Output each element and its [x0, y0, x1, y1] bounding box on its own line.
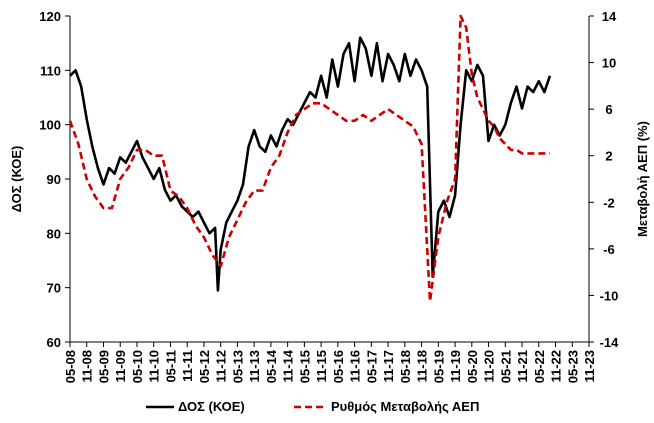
y-right-tick-label: -2 — [603, 195, 615, 210]
x-tick-label: 05-12 — [197, 350, 212, 383]
x-tick-label: 05-23 — [565, 350, 580, 383]
y-left-tick-label: 100 — [39, 118, 61, 133]
x-tick-label: 11-18 — [415, 350, 430, 383]
y-left-tick-label: 90 — [47, 172, 61, 187]
y-right-tick-label: 2 — [605, 149, 612, 164]
x-tick-label: 11-13 — [247, 350, 262, 383]
y-right-tick-label: 14 — [602, 9, 617, 24]
y-axis-right-title: Μεταβολή ΑΕΠ (%) — [635, 121, 650, 237]
y-right-tick-label: 6 — [605, 102, 612, 117]
y-right-tick-label: -10 — [600, 288, 619, 303]
x-tick-label: 11-21 — [515, 350, 530, 383]
x-tick-label: 11-23 — [582, 350, 597, 383]
x-tick-label: 05-08 — [63, 350, 78, 383]
y-right-tick-label: 10 — [602, 56, 616, 71]
y-right-tick-label: -14 — [600, 335, 620, 350]
y-left-tick-label: 110 — [40, 63, 61, 78]
series-line-0 — [69, 36, 552, 292]
x-tick-label: 05-13 — [230, 350, 245, 383]
x-tick-label: 11-14 — [281, 349, 296, 382]
x-tick-label: 11-09 — [113, 350, 128, 383]
y-left-tick-label: 80 — [47, 226, 61, 241]
x-tick-label: 11-12 — [214, 350, 229, 383]
legend-label-dos: ΔΟΣ (ΚΟΕ) — [178, 399, 245, 414]
legend-label-gdp: Ρυθμός Μεταβολής ΑΕΠ — [331, 399, 479, 414]
chart-legend: ΔΟΣ (ΚΟΕ) Ρυθμός Μεταβολής ΑΕΠ — [146, 399, 479, 414]
x-tick-label: 11-11 — [180, 350, 195, 382]
x-tick-label: 05-19 — [431, 350, 446, 383]
x-tick-label: 05-22 — [532, 350, 547, 383]
x-tick-label: 11-08 — [80, 350, 95, 383]
chart-series — [68, 14, 552, 303]
x-tick-label: 11-10 — [147, 350, 162, 383]
x-tick-label: 11-16 — [348, 350, 363, 383]
y-left-tick-label: 120 — [39, 9, 61, 24]
x-tick-label: 05-16 — [331, 350, 346, 383]
x-tick-label: 05-14 — [264, 349, 279, 383]
series-line-1 — [68, 14, 550, 303]
x-tick-label: 05-11 — [163, 350, 178, 383]
x-tick-label: 05-17 — [364, 350, 379, 383]
y-right-tick-label: -6 — [603, 242, 615, 257]
x-tick-label: 05-21 — [498, 350, 513, 383]
x-tick-label: 05-20 — [465, 350, 480, 383]
x-tick-label: 11-17 — [381, 350, 396, 383]
x-tick-label: 05-15 — [297, 350, 312, 383]
x-tick-label: 11-22 — [549, 350, 564, 383]
x-tick-label: 11-20 — [482, 350, 497, 383]
y-axis-left-title: ΔΟΣ (ΚΟΕ) — [9, 146, 24, 213]
x-tick-label: 05-09 — [96, 350, 111, 383]
x-tick-label: 11-15 — [314, 350, 329, 383]
x-tick-label: 11-19 — [448, 350, 463, 383]
x-tick-label: 05-18 — [398, 350, 413, 383]
y-left-tick-label: 70 — [47, 281, 61, 296]
x-tick-label: 05-10 — [130, 350, 145, 383]
y-left-tick-label: 60 — [47, 335, 61, 350]
